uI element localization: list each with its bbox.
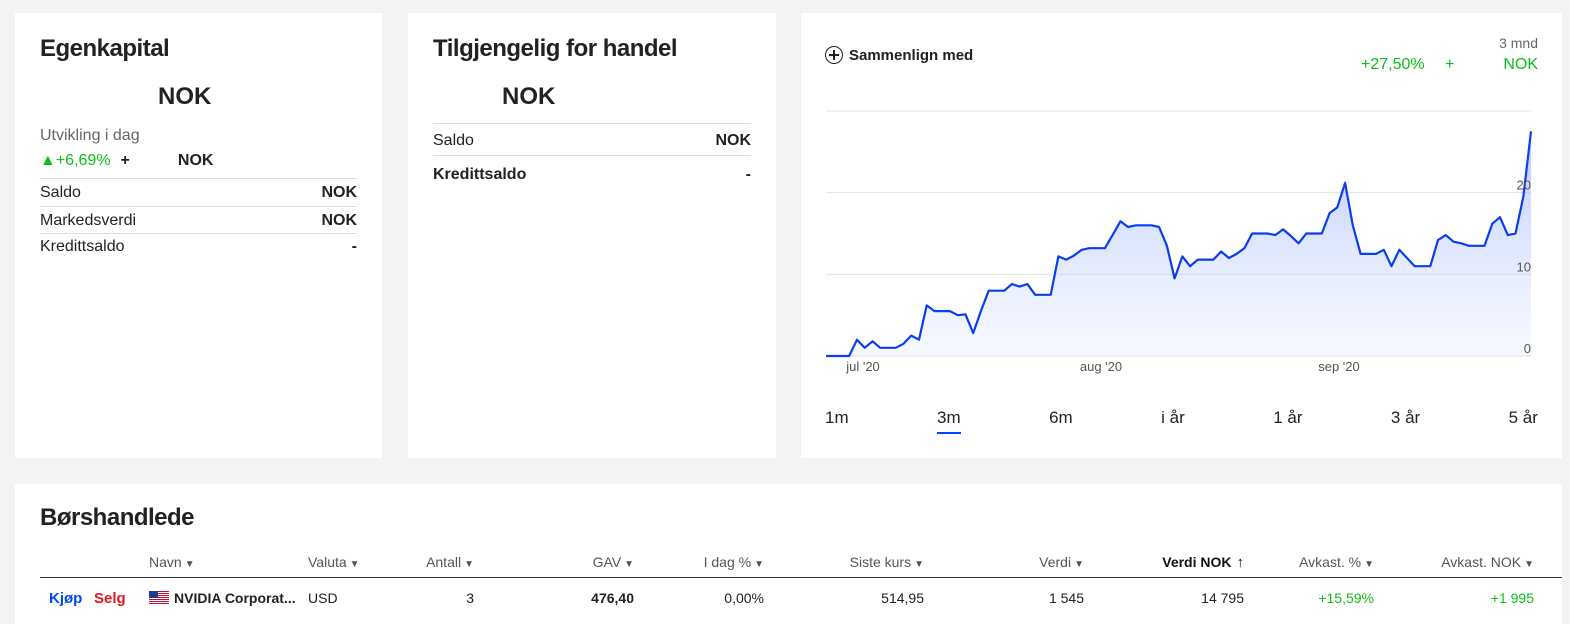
y-tick-label: 0 — [1524, 341, 1531, 356]
available-value: NOK — [502, 83, 556, 110]
divider — [433, 155, 751, 156]
chart-line — [826, 131, 1533, 358]
chevron-down-icon: ▼ — [464, 559, 474, 570]
cell-return-nok: +1 995 — [1490, 590, 1534, 606]
tab-1y[interactable]: 1 år — [1273, 408, 1303, 427]
cell-last-price: 514,95 — [881, 590, 924, 606]
cell-currency: USD — [308, 590, 338, 606]
performance-plus: + — [1445, 56, 1455, 73]
cell-value-nok: 14 795 — [1201, 590, 1244, 606]
equity-row-markedsverdi: Markedsverdi NOK — [40, 209, 357, 233]
equity-row-saldo: Saldo NOK — [40, 181, 357, 205]
row-label: Markedsverdi — [40, 212, 137, 229]
col-header-return-nok[interactable]: Avkast. NOK ▼ — [1441, 554, 1534, 570]
daily-change-value: NOK — [177, 152, 214, 169]
tab-ytd[interactable]: i år — [1161, 408, 1185, 427]
available-row-saldo: Saldo NOK — [433, 129, 751, 153]
cell-quantity: 3 — [466, 590, 474, 606]
equity-value: NOK — [158, 83, 212, 110]
x-tick-label: jul '20 — [845, 359, 880, 374]
holdings-card: Børshandlede Navn ▼ Valuta ▼ Antall ▼ GAV ▼ … — [15, 484, 1562, 624]
row-value: NOK — [321, 212, 357, 229]
tab-3m[interactable]: 3m — [937, 408, 961, 434]
col-header-today-pct[interactable]: I dag % ▼ — [703, 554, 764, 570]
compare-button[interactable]: Sammenlign med — [825, 46, 973, 64]
performance-pct: +27,50% — [1361, 56, 1425, 73]
holdings-title: Børshandlede — [40, 504, 195, 531]
equity-card: Egenkapital NOK Utvikling i dag ▲+6,69% … — [15, 13, 382, 458]
available-row-kredittsaldo: Kredittsaldo - — [433, 163, 751, 187]
chevron-down-icon: ▼ — [1524, 559, 1534, 570]
chevron-down-icon: ▼ — [184, 559, 195, 570]
cell-gav: 476,40 — [591, 590, 634, 606]
tab-3y[interactable]: 3 år — [1390, 408, 1421, 427]
divider — [40, 178, 357, 179]
row-value: NOK — [715, 132, 751, 149]
chevron-down-icon: ▼ — [754, 559, 764, 570]
divider — [433, 123, 751, 124]
row-value: - — [351, 238, 357, 255]
performance-chart: 0 10 20 jul '20 aug '20 sep '20 — [826, 110, 1533, 374]
chevron-down-icon: ▼ — [1074, 559, 1084, 570]
available-title: Tilgjengelig for handel — [433, 35, 678, 62]
chevron-down-icon: ▼ — [624, 559, 634, 570]
period-tabs: 1m 3m 6m i år 1 år 3 år 5 år — [825, 408, 1538, 434]
sell-button[interactable]: Selg — [94, 590, 126, 607]
arrow-up-icon: ↑ — [1236, 554, 1245, 571]
x-tick-label: aug '20 — [1080, 359, 1122, 374]
compare-label: Sammenlign med — [849, 46, 974, 64]
cell-today-pct: 0,00% — [724, 590, 764, 606]
cell-value: 1 545 — [1048, 590, 1084, 606]
col-header-name[interactable]: Navn ▼ — [149, 554, 195, 570]
chevron-down-icon: ▼ — [1364, 559, 1374, 570]
divider — [40, 206, 357, 207]
tab-5y[interactable]: 5 år — [1508, 408, 1538, 427]
col-header-value[interactable]: Verdi ▼ — [1039, 554, 1084, 570]
equity-row-kredittsaldo: Kredittsaldo - — [40, 235, 357, 259]
chart-area — [826, 131, 1531, 356]
plus-circle-icon — [825, 46, 843, 64]
y-tick-label: 10 — [1517, 259, 1531, 274]
col-header-gav[interactable]: GAV ▼ — [592, 554, 634, 570]
divider — [40, 233, 357, 234]
performance-currency: NOK — [1503, 56, 1538, 73]
performance-chart-card: Sammenlign med 3 mnd +27,50% + NOK 0 10 20… — [801, 13, 1562, 458]
y-tick-label: 20 — [1517, 178, 1531, 193]
table-header-divider — [40, 577, 1562, 578]
row-label: Saldo — [40, 184, 81, 201]
x-tick-label: sep '20 — [1318, 359, 1360, 374]
kredittsaldo-link[interactable]: Kredittsaldo — [433, 166, 527, 183]
chevron-down-icon: ▼ — [914, 559, 924, 570]
buy-button[interactable]: Kjøp — [49, 590, 83, 607]
row-value: - — [745, 166, 751, 183]
col-header-quantity[interactable]: Antall ▼ — [426, 554, 474, 570]
period-label: 3 mnd — [1499, 35, 1538, 51]
instrument-name[interactable]: NVIDIA Corporat... — [149, 590, 296, 606]
available-card: Tilgjengelig for handel NOK Saldo NOK Kr… — [408, 13, 776, 458]
tab-6m[interactable]: 6m — [1049, 408, 1073, 427]
cell-return-pct: +15,59% — [1318, 590, 1374, 606]
col-header-last-price[interactable]: Siste kurs ▼ — [849, 554, 924, 570]
equity-title: Egenkapital — [40, 35, 170, 62]
daily-change-plus: + — [120, 152, 130, 169]
tab-1m[interactable]: 1m — [825, 408, 849, 427]
col-header-return-pct[interactable]: Avkast. % ▼ — [1299, 554, 1374, 570]
col-header-value-nok[interactable]: Verdi NOK ↑ — [1162, 554, 1244, 571]
daily-change-pct: ▲+6,69% — [40, 152, 111, 169]
us-flag-icon — [149, 591, 169, 604]
col-header-currency[interactable]: Valuta ▼ — [308, 554, 360, 570]
chevron-down-icon: ▼ — [349, 559, 360, 570]
daily-change: ▲+6,69% + NOK — [40, 152, 213, 170]
daily-change-label: Utvikling i dag — [40, 127, 140, 144]
row-value: NOK — [321, 184, 357, 201]
row-label: Kredittsaldo — [40, 238, 125, 255]
row-label: Saldo — [433, 132, 474, 149]
